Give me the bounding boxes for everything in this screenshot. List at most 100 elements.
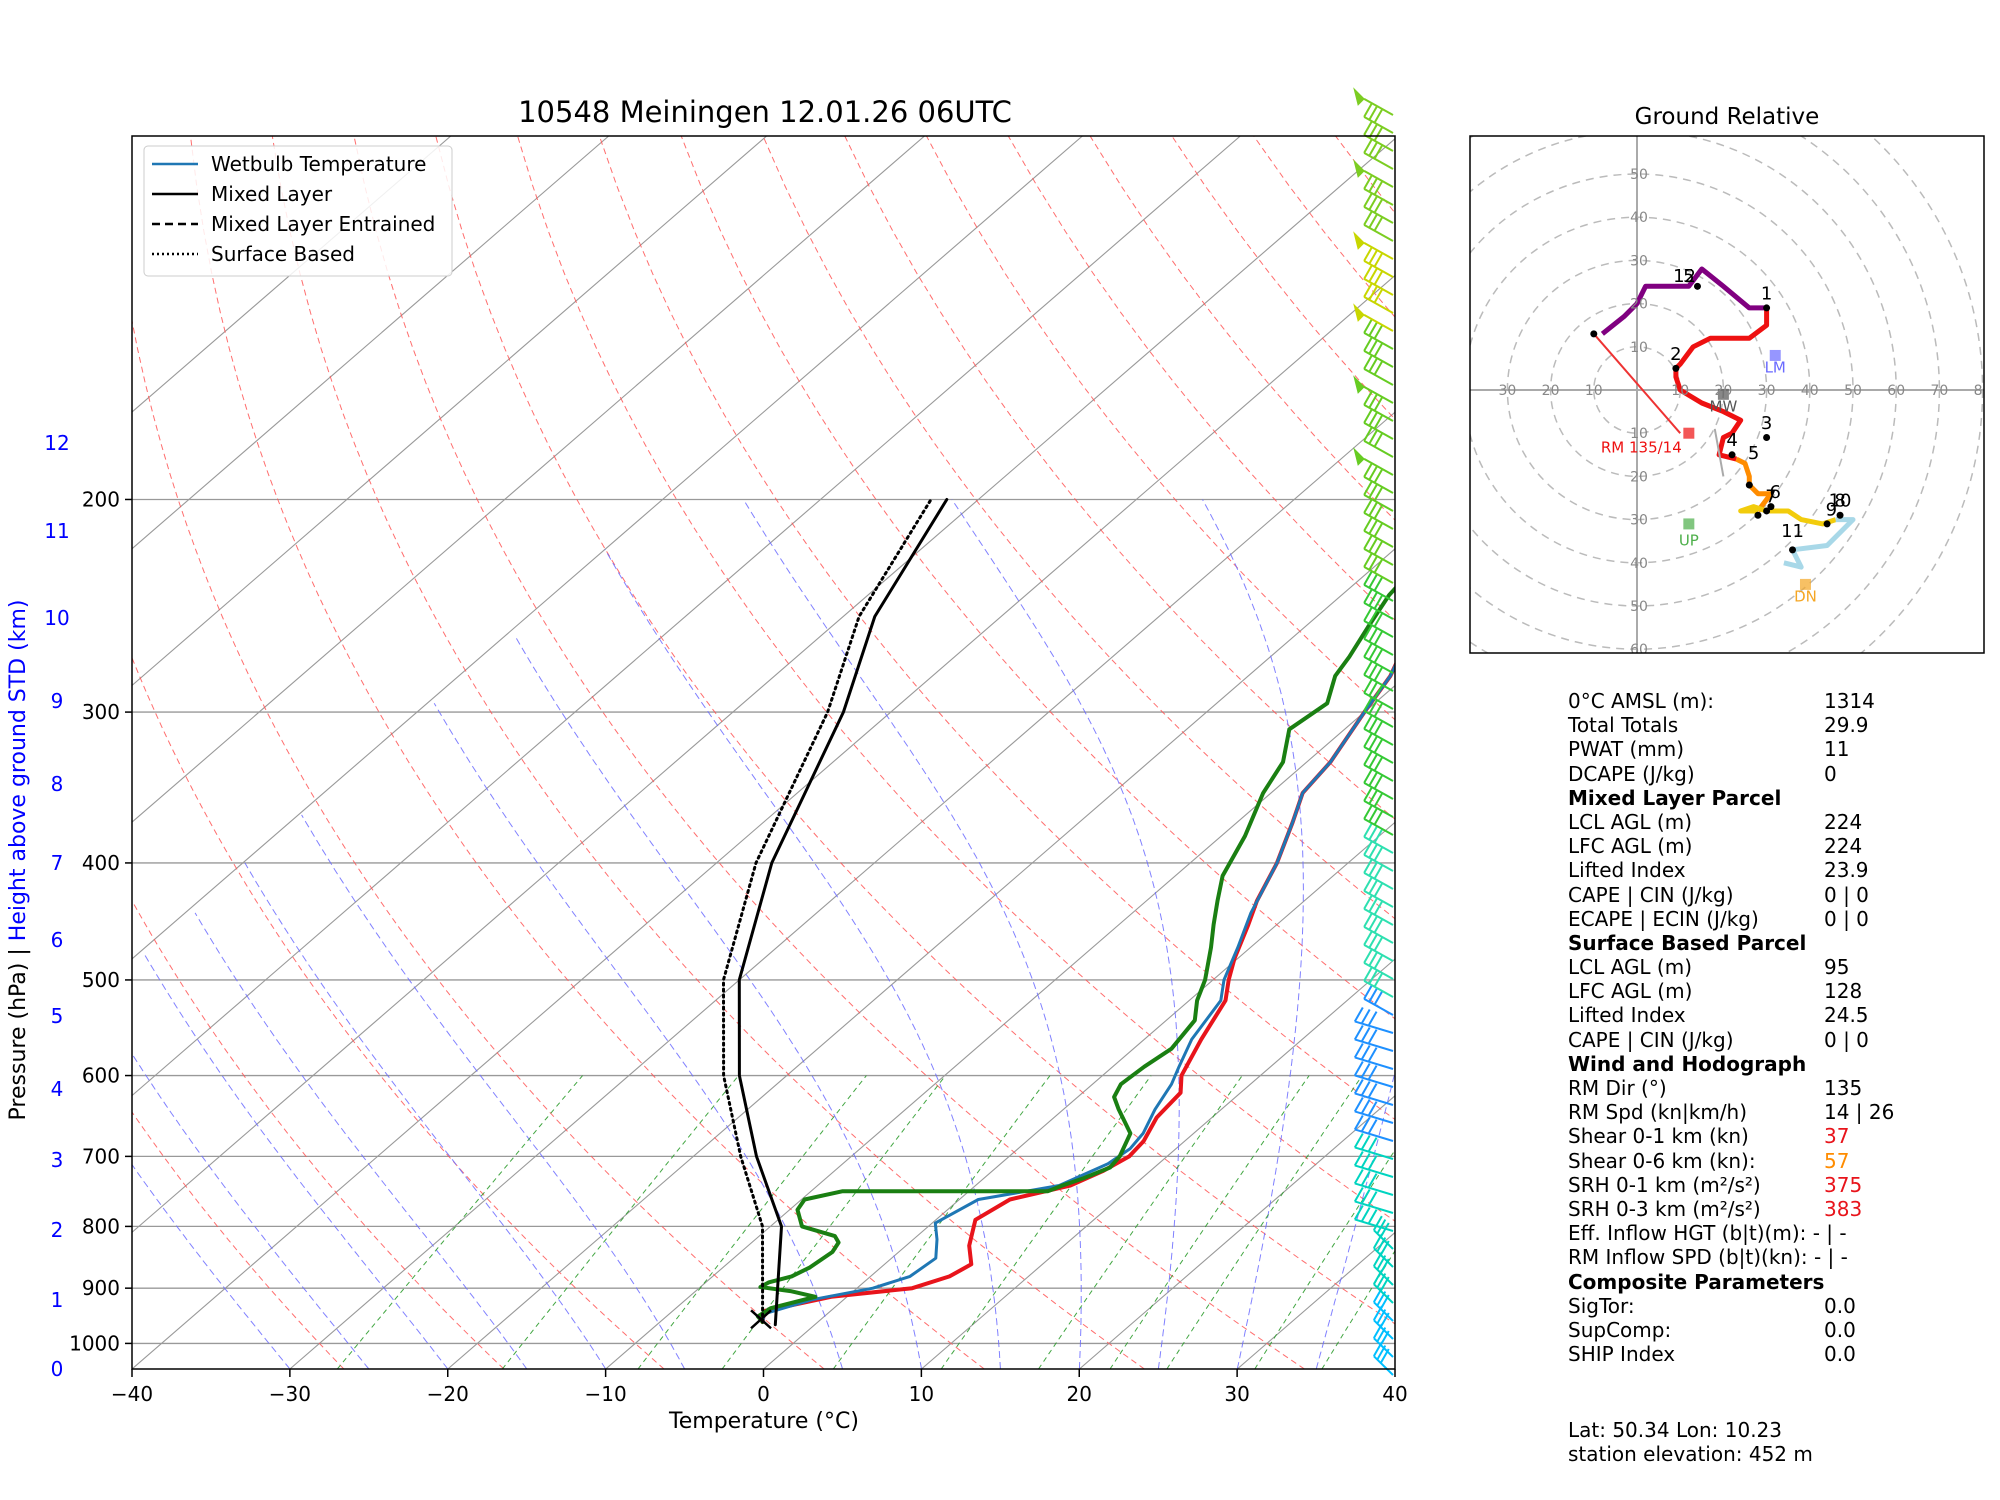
wind-barb-feather <box>1367 1155 1378 1171</box>
height-tick-label: 11 <box>44 519 69 543</box>
general-param-row: DCAPE (J/kg) 0 <box>1568 762 1988 786</box>
wind-barb-feather <box>1373 396 1384 412</box>
x-tick-label: −10 <box>585 1382 627 1406</box>
wind-barb-feather <box>1368 573 1379 589</box>
mixed-layer-param-label: LFC AGL (m) <box>1568 834 1693 859</box>
wind-barb-feather <box>1367 1119 1378 1135</box>
height-tick-label: 2 <box>51 1218 64 1242</box>
wind-barb-feather <box>1353 1078 1364 1094</box>
wind-barb <box>1363 566 1394 584</box>
legend: Wetbulb Temperature Mixed Layer Mixed La… <box>143 145 453 277</box>
wind-barb-feather <box>1373 684 1384 700</box>
surface-based-param-label: CAPE | CIN (J/kg) <box>1568 1027 1734 1052</box>
x-tick-label: −30 <box>269 1382 311 1406</box>
wind-barb-feather <box>1360 1117 1371 1133</box>
pressure-tick-label: 300 <box>82 700 120 724</box>
wind-barb <box>1363 134 1394 152</box>
wind-barb-flag <box>1353 303 1365 322</box>
isotherm-line <box>763 821 1395 1369</box>
wind-barb-feather <box>1353 1060 1364 1076</box>
hodograph-height-dot <box>1823 520 1831 528</box>
wind-barb <box>1363 674 1394 692</box>
wind-barb-feather <box>1363 246 1373 262</box>
wind-barb-feather <box>1373 486 1384 502</box>
surface-based-param-label: Lifted Index <box>1568 1003 1686 1028</box>
wind-barb-feather <box>1373 324 1384 340</box>
hodograph-trace-segment <box>1783 517 1856 570</box>
wind-barb-feather <box>1373 738 1384 754</box>
surface-based-param-value: 24.5 <box>1824 1003 1869 1028</box>
hodograph-ring-label: 40 <box>1801 383 1819 399</box>
wind-barb-feather <box>1368 897 1379 913</box>
wind-barb-feather <box>1373 828 1384 844</box>
mw-marker <box>1717 388 1729 400</box>
legend-entrained-label: Mixed Layer Entrained <box>211 212 435 236</box>
hodograph-height-dot <box>1745 481 1753 489</box>
surface-based-param-value: 95 <box>1824 955 1850 980</box>
wind-barb-feather <box>1363 858 1373 874</box>
wind-barb-feather <box>1373 126 1384 142</box>
lm-marker <box>1769 349 1781 361</box>
wind-param-value: 37 <box>1824 1124 1850 1149</box>
lm-label: LM <box>1765 359 1786 377</box>
hodograph-height-label: 8 <box>1834 491 1845 512</box>
wind-barb-feather <box>1373 936 1384 952</box>
wind-barb <box>1354 1092 1394 1106</box>
x-tick-label: −20 <box>427 1382 469 1406</box>
wind-barb-feather <box>1373 972 1384 988</box>
series-dewpoint <box>755 585 1395 1324</box>
hodograph-height-dot <box>1590 330 1598 338</box>
wind-barb-feather <box>1363 138 1373 154</box>
wind-barb-feather <box>1373 774 1384 790</box>
legend-mixed-layer-label: Mixed Layer <box>211 182 333 206</box>
wind-barb-feather <box>1363 732 1373 748</box>
wind-barb-feather <box>1363 282 1373 298</box>
wind-barb-feather <box>1360 1009 1371 1025</box>
general-param-label: 0°C AMSL (m): <box>1568 689 1715 713</box>
pressure-tick-label: 700 <box>82 1144 120 1168</box>
mixing-ratio-line <box>1109 1075 1310 1369</box>
wind-param-row: Shear 0-1 km (kn) 37 <box>1568 1124 1988 1148</box>
wind-barb-feather <box>1360 1153 1371 1169</box>
wind-barb-feather <box>1368 105 1379 121</box>
wind-barb-feather <box>1363 642 1373 658</box>
hodograph-height-dot <box>1789 546 1797 554</box>
mixed-layer-heading: Mixed Layer Parcel <box>1568 785 1782 810</box>
wind-param-row: Eff. Inflow HGT (b|t)(m): - | - <box>1568 1221 1988 1245</box>
wind-barb-feather <box>1368 663 1379 679</box>
hodograph-height-dot <box>1767 503 1775 511</box>
surface-based-param-label: LFC AGL (m) <box>1568 979 1693 1004</box>
pressure-tick-label: 200 <box>82 487 120 511</box>
wind-barb <box>1354 1038 1394 1052</box>
wind-barb-flag <box>1353 159 1365 178</box>
wind-barb <box>1363 494 1394 512</box>
parameters-panel: 0°C AMSL (m): 1314 Total Totals 29.9 PWAT (m… <box>1568 689 1988 1366</box>
hodograph-ring-label: 50 <box>1630 167 1648 183</box>
wind-barb-feather <box>1360 1063 1371 1079</box>
wind-barb-feather <box>1373 360 1384 376</box>
wind-barb-feather <box>1367 1209 1378 1225</box>
wind-barb <box>1354 1182 1394 1196</box>
hodograph-height-label: 5 <box>1683 266 1694 287</box>
wind-barb-feather <box>1373 612 1384 628</box>
wind-barb <box>1363 386 1394 404</box>
wind-barb-feather <box>1368 321 1379 337</box>
x-tick-label: 30 <box>1224 1382 1249 1406</box>
general-param-row: 0°C AMSL (m): 1314 <box>1568 689 1988 713</box>
wind-barb-feather <box>1373 792 1384 808</box>
wind-param-row: RM Spd (kn|km/h) 14 | 26 <box>1568 1100 1988 1124</box>
wind-barb-feather <box>1368 195 1379 211</box>
wind-barb-feather <box>1363 480 1373 496</box>
hodograph-ring-label: 30 <box>1498 383 1516 399</box>
height-tick-label: 0 <box>51 1357 64 1381</box>
isotherm-line <box>132 274 1395 1369</box>
surface-based-param-value: 128 <box>1824 979 1863 1004</box>
general-param-label: PWAT (mm) <box>1568 737 1685 762</box>
hodograph-ring-label: 80 <box>1974 383 1992 399</box>
wind-barb-feather <box>1367 1065 1378 1081</box>
dry-adiabat <box>762 136 1395 920</box>
wind-barb-feather <box>1353 1042 1364 1058</box>
mixed-layer-param-value: 224 <box>1824 809 1863 834</box>
wind-barb-feather <box>1363 948 1373 964</box>
wind-barb-feather <box>1353 1096 1364 1112</box>
